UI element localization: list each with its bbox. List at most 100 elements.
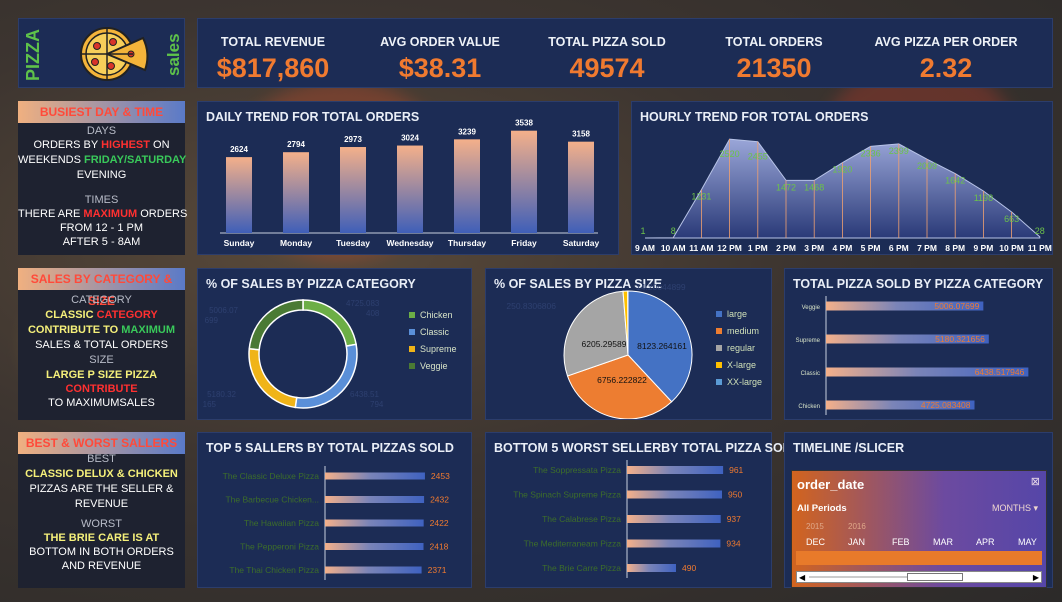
y-tick-label: Chicken	[798, 404, 820, 410]
legend-item: medium	[716, 322, 762, 339]
top5-card: TOP 5 SALLERS BY TOTAL PIZZAS SOLD The C…	[197, 432, 472, 588]
kpi-total-pizza-sold-label: TOTAL PIZZA SOLD	[548, 35, 666, 49]
bar-item	[627, 539, 721, 548]
logo-sales-text: sales	[164, 33, 183, 77]
bar-friday	[511, 130, 537, 233]
kpi-total-revenue-value: $817,860	[216, 53, 330, 83]
x-tick-label: Friday	[511, 238, 537, 248]
category-insight-title: SALES BY CATEGORY & SIZE	[18, 268, 185, 308]
x-tick-label: 11 PM	[1028, 243, 1052, 253]
data-label: 28	[1035, 226, 1045, 236]
highlight-text: FRIDAY/SATURDAY	[84, 154, 187, 166]
data-label: 1198	[974, 193, 993, 203]
size-pie-chart: 8123.264161 6756.222822 6205.29589 250.8306…	[506, 282, 693, 419]
bar-tuesday	[340, 147, 366, 233]
y-tick-label: The Thai Chicken Pizza	[229, 565, 319, 575]
best-worst-insight-panel: BEST & WORST SALLERS BEST CLASSIC DELUX …	[18, 432, 185, 588]
data-label: 3158	[572, 130, 590, 139]
data-label: 5180.321656	[935, 334, 985, 344]
legend-item: regular	[716, 339, 762, 356]
x-tick-label: Monday	[280, 238, 312, 248]
slicer-month-dec[interactable]: DEC	[806, 537, 826, 547]
donut-slice-veggie	[248, 299, 304, 351]
data-label: 1231	[691, 192, 711, 202]
data-label: 6438.517946	[975, 367, 1025, 377]
slicer-month-apr[interactable]: APR	[976, 537, 995, 547]
donut-slice-supreme	[248, 347, 298, 409]
data-label: 2418	[430, 542, 449, 552]
data-label: 8	[671, 226, 676, 236]
x-tick-label: Thursday	[448, 238, 487, 248]
x-tick-label: 2 PM	[776, 243, 796, 253]
text: THERE ARE	[18, 208, 84, 220]
top5-chart: The Classic Deluxe Pizza 2453 The Barbecue…	[223, 466, 450, 580]
slicer-scrollbar[interactable]: ◀ ▶	[796, 571, 1042, 583]
x-tick-label: 1 PM	[748, 243, 768, 253]
bar-item	[325, 472, 425, 480]
slicer-month-feb[interactable]: FEB	[892, 537, 910, 547]
legend-label: Chicken	[420, 309, 453, 320]
text: CONTRIBUTE TO	[27, 324, 122, 336]
slicer-timeline-bar[interactable]	[796, 551, 1042, 565]
highlight-text: MAXIMUM	[83, 208, 138, 220]
scroll-right-icon[interactable]: ▶	[1032, 573, 1039, 582]
busiest-insight-title: BUSIEST DAY & TIME	[18, 101, 185, 123]
data-label: 6438.51 794	[350, 390, 384, 409]
data-label: 6756.222822	[597, 375, 647, 385]
category-line-4: LARGE P SIZE PIZZA	[45, 369, 158, 381]
x-tick-label: Tuesday	[336, 238, 370, 248]
data-label: 2399	[889, 146, 909, 156]
daily-trend-chart: 2624 Sunday 2794 Monday 2973 Tuesday 3024 Wedne…	[220, 119, 599, 248]
scrollbar-thumb[interactable]	[907, 573, 963, 581]
bar-item	[627, 564, 676, 572]
best-line-1: CLASSIC DELUX & CHICKEN	[25, 468, 178, 480]
pizza-icon	[80, 27, 149, 81]
size-legend: large medium regular X-large XX-large	[716, 305, 762, 390]
scrollbar-track	[809, 576, 907, 578]
busiest-days-head: DAYS	[86, 125, 117, 137]
x-tick-label: 10 PM	[999, 243, 1024, 253]
data-label: 2455	[748, 152, 768, 162]
data-label: 2422	[430, 518, 449, 528]
busiest-line-3: EVENING	[76, 169, 127, 181]
kpi-avg-order-value-label: AVG ORDER VALUE	[380, 35, 500, 49]
kpi-total-orders-label: TOTAL ORDERS	[725, 35, 823, 49]
x-tick-label: 9 AM	[635, 243, 655, 253]
y-tick-label: The Mediterraneam Pizza	[524, 539, 622, 549]
y-tick-label: Veggie	[802, 305, 821, 311]
bar-item	[826, 301, 984, 311]
busiest-times-head: TIMES	[84, 194, 119, 206]
legend-label: XX-large	[727, 376, 763, 387]
legend-label: regular	[727, 342, 756, 353]
legend-swatch	[409, 311, 415, 318]
text: ORDERS BY	[33, 139, 102, 151]
bar-item	[627, 490, 722, 499]
slicer-month-may[interactable]: MAY	[1018, 537, 1037, 547]
category-line-1: CLASSIC CATEGORY	[18, 309, 185, 321]
x-tick-label: 12 PM	[717, 243, 742, 253]
slicer-month-mar[interactable]: MAR	[933, 537, 953, 547]
data-label: 2432	[430, 495, 449, 505]
clear-filter-icon[interactable]: ⊠	[1030, 476, 1040, 488]
data-label: 1	[640, 226, 645, 236]
y-tick-label: The Brie Carre Pizza	[542, 563, 621, 573]
bottom5-chart: The Soppressata Pizza 961 The Spinach Supr…	[513, 460, 744, 578]
legend-item: Classic	[409, 323, 457, 340]
data-label: 3538	[515, 119, 533, 128]
chevron-down-icon: ▾	[1033, 503, 1038, 513]
timeline-slicer[interactable]: order_date ⊠ All Periods MONTHS ▾ 2015 2…	[791, 470, 1047, 588]
slicer-unit-dropdown[interactable]: MONTHS ▾	[992, 503, 1038, 514]
bar-sunday	[226, 157, 252, 233]
kpi-avg-pizza-per-order-label: AVG PIZZA PER ORDER	[874, 35, 1018, 49]
bar-item	[826, 400, 975, 410]
category-sold-card: TOTAL PIZZA SOLD BY PIZZA CATEGORY Veggi…	[784, 268, 1053, 420]
x-tick-label: 3 PM	[804, 243, 824, 253]
y-tick-label: The Barbecue Chicken...	[225, 495, 319, 505]
scroll-left-icon[interactable]: ◀	[799, 573, 806, 582]
x-tick-label: Sunday	[224, 238, 255, 248]
slicer-month-jan[interactable]: JAN	[848, 537, 866, 547]
worst-line-3: AND REVENUE	[61, 560, 142, 572]
top5-title: TOP 5 SALLERS BY TOTAL PIZZAS SOLD	[206, 441, 454, 455]
bar-item	[826, 367, 1029, 377]
